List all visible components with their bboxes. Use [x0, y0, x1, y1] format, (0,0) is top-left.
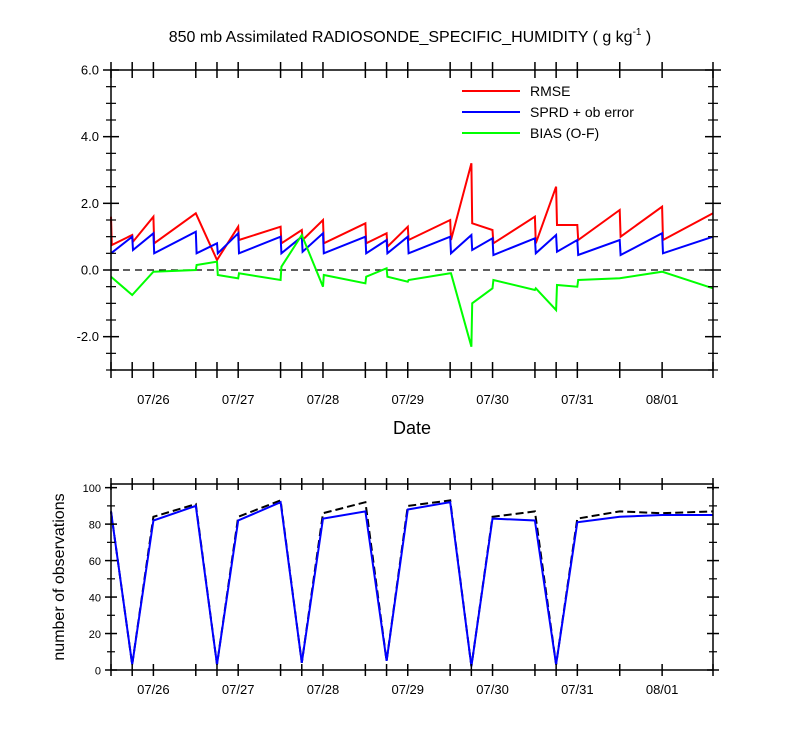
- y-tick-label: 60: [89, 556, 101, 568]
- x-tick-label: 07/31: [561, 682, 594, 697]
- x-tick-label: 08/01: [646, 682, 679, 697]
- bottom-chart: 07/26 07/27 07/28 07/29 07/30 07/31 08/01 0 20 40…: [51, 478, 719, 697]
- series-line-used: [110, 500, 713, 667]
- x-tick-label: 07/30: [476, 682, 509, 697]
- y-tick-label: 2.0: [81, 196, 99, 211]
- bottom-series-group: [110, 499, 714, 667]
- top-x-axis-label: Date: [393, 418, 431, 438]
- y-tick-label: 40: [89, 593, 101, 605]
- title-end: ): [641, 29, 651, 46]
- y-tick-label: 0.0: [81, 263, 99, 278]
- bottom-axes-group: 07/26 07/27 07/28 07/29 07/30 07/31 08/01 0 20 40…: [83, 478, 719, 697]
- top-series-group: [110, 163, 714, 347]
- bottom-plot-frame: [110, 483, 714, 671]
- x-tick-label: 07/28: [307, 392, 340, 407]
- x-tick-label: 07/30: [476, 392, 509, 407]
- top-legend: RMSE SPRD + ob error BIAS (O-F): [462, 83, 634, 141]
- x-tick-label: 07/27: [222, 392, 255, 407]
- x-tick-label: 07/26: [137, 392, 170, 407]
- title-superscript: -1: [633, 27, 642, 38]
- title-main: 850 mb Assimilated RADIOSONDE_SPECIFIC_H…: [169, 29, 633, 46]
- top-axes-group: 07/26 07/27 07/28 07/29 07/30 07/31 08/01 6.0 4.…: [77, 62, 721, 407]
- x-tick-label: 07/31: [561, 392, 594, 407]
- top-chart: 850 mb Assimilated RADIOSONDE_SPECIFIC_H…: [77, 27, 721, 438]
- y-tick-label: 100: [83, 483, 101, 495]
- x-tick-label: 07/28: [307, 682, 340, 697]
- x-tick-label: 07/27: [222, 682, 255, 697]
- x-tick-label: 07/29: [391, 392, 424, 407]
- x-tick-label: 08/01: [646, 392, 679, 407]
- y-tick-label: 80: [89, 520, 101, 532]
- series-line-bias-o-f: [110, 232, 714, 347]
- y-tick-label: 4.0: [81, 129, 99, 144]
- series-line-possible: [110, 499, 714, 667]
- y-tick-label: -2.0: [77, 329, 99, 344]
- legend-label-bias-o-f: BIAS (O-F): [530, 125, 599, 141]
- x-tick-label: 07/29: [391, 682, 424, 697]
- series-line-sprd-ob-error: [110, 230, 714, 257]
- bottom-y-axis-label: number of observations: [51, 493, 68, 660]
- legend-label-rmse: RMSE: [530, 83, 570, 99]
- legend-label-sprd-ob-error: SPRD + ob error: [530, 104, 634, 120]
- x-tick-label: 07/26: [137, 682, 170, 697]
- y-tick-label: 6.0: [81, 63, 99, 78]
- y-tick-label: 0: [95, 666, 101, 678]
- series-line-rmse: [110, 163, 714, 263]
- top-chart-title: 850 mb Assimilated RADIOSONDE_SPECIFIC_H…: [169, 27, 652, 46]
- y-tick-label: 20: [89, 629, 101, 641]
